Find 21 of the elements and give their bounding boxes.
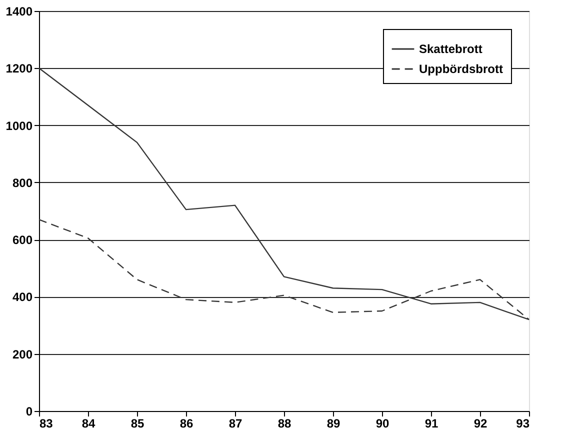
- y-tick-label: 1000: [6, 118, 33, 133]
- x-tick-label: 86: [180, 416, 194, 430]
- x-tick-label: 89: [326, 416, 340, 430]
- x-tick-label: 92: [474, 416, 488, 430]
- x-tick-label: 90: [376, 416, 390, 430]
- y-tick-label: 1200: [6, 62, 33, 76]
- x-tick-label: 91: [424, 416, 438, 430]
- y-tick-label: 0: [26, 404, 33, 418]
- y-tick-label: 800: [12, 176, 33, 190]
- x-tick-label: 84: [82, 416, 96, 430]
- y-tick-label: 400: [12, 290, 33, 304]
- y-tick-label: 200: [12, 347, 33, 362]
- x-tick-label: 85: [130, 416, 144, 430]
- legend-label: Uppbördsbrott: [419, 62, 503, 76]
- y-tick-label: 1400: [6, 4, 33, 18]
- x-tick-label: 88: [278, 416, 292, 430]
- x-tick-label: 87: [228, 416, 242, 430]
- x-tick-label: 83: [40, 416, 54, 430]
- x-tick-label: 93: [516, 416, 530, 430]
- legend-label: Skattebrott: [419, 42, 482, 56]
- y-tick-label: 600: [12, 233, 33, 248]
